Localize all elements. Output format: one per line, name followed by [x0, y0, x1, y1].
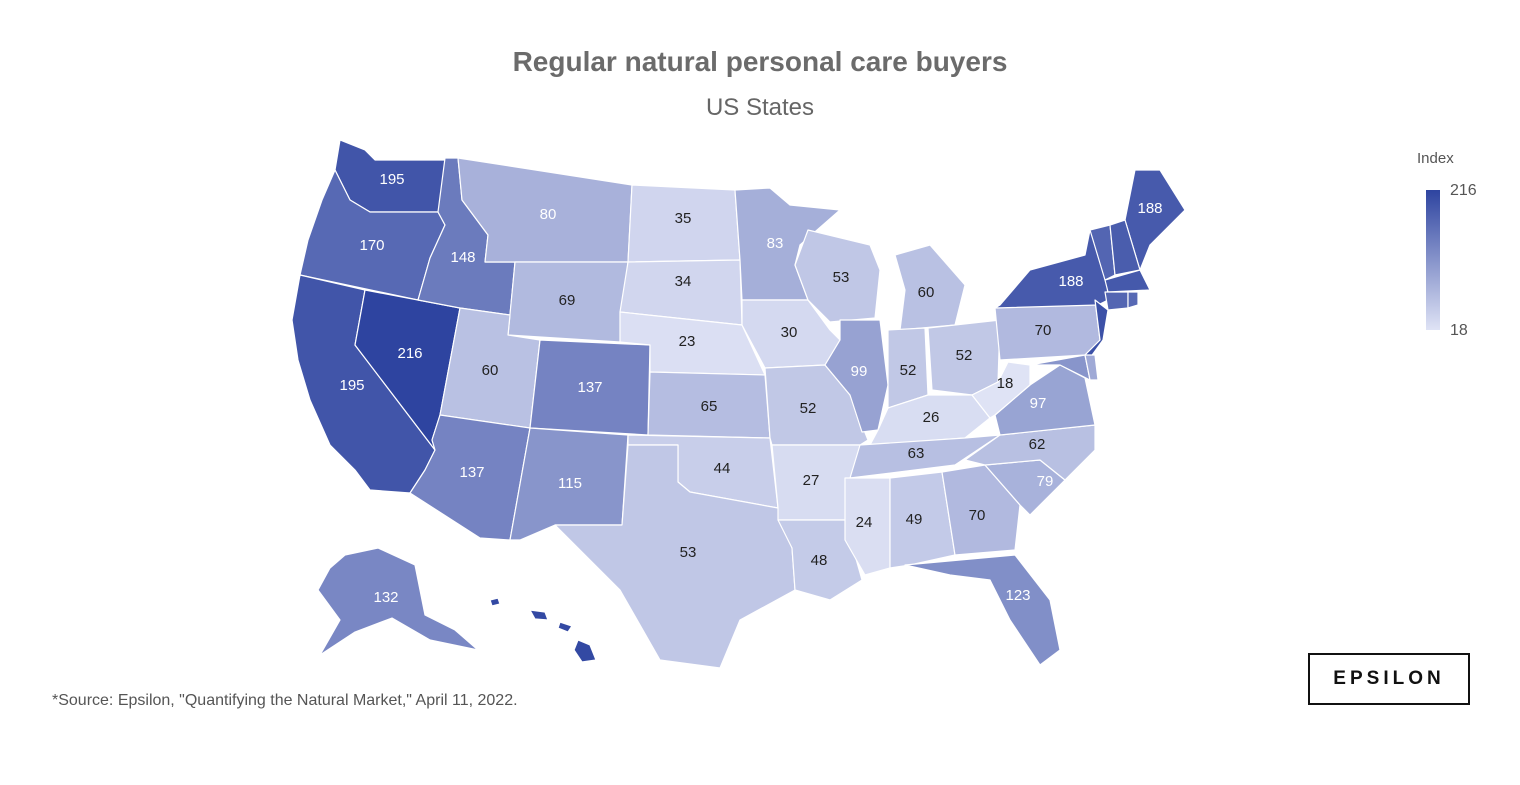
state-label-mt: 80: [540, 206, 557, 223]
state-ri: [1127, 291, 1139, 309]
state-label-la: 48: [811, 552, 828, 569]
state-ny: [994, 229, 1109, 309]
state-label-al: 49: [906, 511, 923, 528]
state-label-or: 170: [359, 237, 384, 254]
state-mn: [734, 187, 841, 301]
chart-subtitle: US States: [705, 94, 815, 121]
state-fl: [904, 554, 1061, 666]
state-tn: [849, 434, 1001, 479]
legend-max-label: 216: [1450, 182, 1477, 199]
state-label-ut: 60: [482, 362, 499, 379]
state-hi: [489, 597, 597, 663]
state-label-az: 137: [459, 464, 484, 481]
state-label-nd: 35: [675, 210, 692, 227]
state-ma: [1104, 269, 1151, 293]
state-label-me: 188: [1137, 200, 1162, 217]
state-label-pa: 70: [1035, 322, 1052, 339]
state-label-il: 99: [851, 363, 868, 380]
state-label-ca: 195: [339, 377, 364, 394]
state-label-ky: 26: [923, 409, 940, 426]
legend-color-bar: [1426, 190, 1440, 330]
state-wv: [971, 361, 1031, 419]
state-ak: [317, 547, 479, 656]
state-label-wa: 195: [379, 171, 404, 188]
state-label-sc: 79: [1037, 473, 1054, 490]
state-ga: [941, 464, 1021, 556]
state-label-wy: 69: [559, 292, 576, 309]
state-label-nc: 62: [1029, 436, 1046, 453]
state-label-wi: 53: [833, 269, 850, 286]
state-il: [824, 319, 889, 433]
state-label-mn: 83: [767, 235, 784, 252]
labels-layer: 195 170 195 216 148 80 69 60 137 137 115 35 34 23 65 44…: [339, 171, 1162, 606]
state-label-ar: 27: [803, 472, 820, 489]
state-label-co: 137: [577, 379, 602, 396]
state-label-oh: 52: [956, 347, 973, 364]
state-ms: [844, 477, 891, 576]
state-label-ia: 30: [781, 324, 798, 341]
state-label-fl: 123: [1005, 587, 1030, 604]
legend-title: Index: [1417, 150, 1454, 167]
state-label-wv: 18: [997, 375, 1014, 392]
state-label-mo: 52: [800, 400, 817, 417]
state-al: [889, 471, 956, 569]
state-label-id: 148: [450, 249, 475, 266]
state-label-nv: 216: [397, 345, 422, 362]
source-note: *Source: Epsilon, "Quantifying the Natur…: [52, 692, 518, 709]
state-label-tn: 63: [908, 445, 925, 462]
state-label-nm: 115: [558, 475, 582, 492]
state-label-ms: 24: [856, 514, 873, 531]
state-label-ak: 132: [373, 589, 398, 606]
state-label-va: 97: [1030, 395, 1047, 412]
state-label-mi: 60: [918, 284, 935, 301]
legend-min-label: 18: [1450, 322, 1468, 339]
state-label-in: 52: [900, 362, 917, 379]
epsilon-logo: EPSILON: [1308, 653, 1470, 705]
chart-title: Regular natural personal care buyers: [512, 46, 1008, 77]
state-label-tx: 53: [680, 544, 697, 561]
state-de: [1084, 354, 1099, 381]
state-ct: [1104, 291, 1129, 311]
state-label-ne: 23: [679, 333, 696, 350]
state-label-ok: 44: [714, 460, 731, 477]
states-layer: [291, 139, 1186, 669]
state-label-ga: 70: [969, 507, 986, 524]
state-tx: [554, 444, 796, 669]
state-label-ny: 188: [1058, 273, 1083, 290]
state-label-ks: 65: [701, 398, 718, 415]
state-label-sd: 34: [675, 273, 692, 290]
